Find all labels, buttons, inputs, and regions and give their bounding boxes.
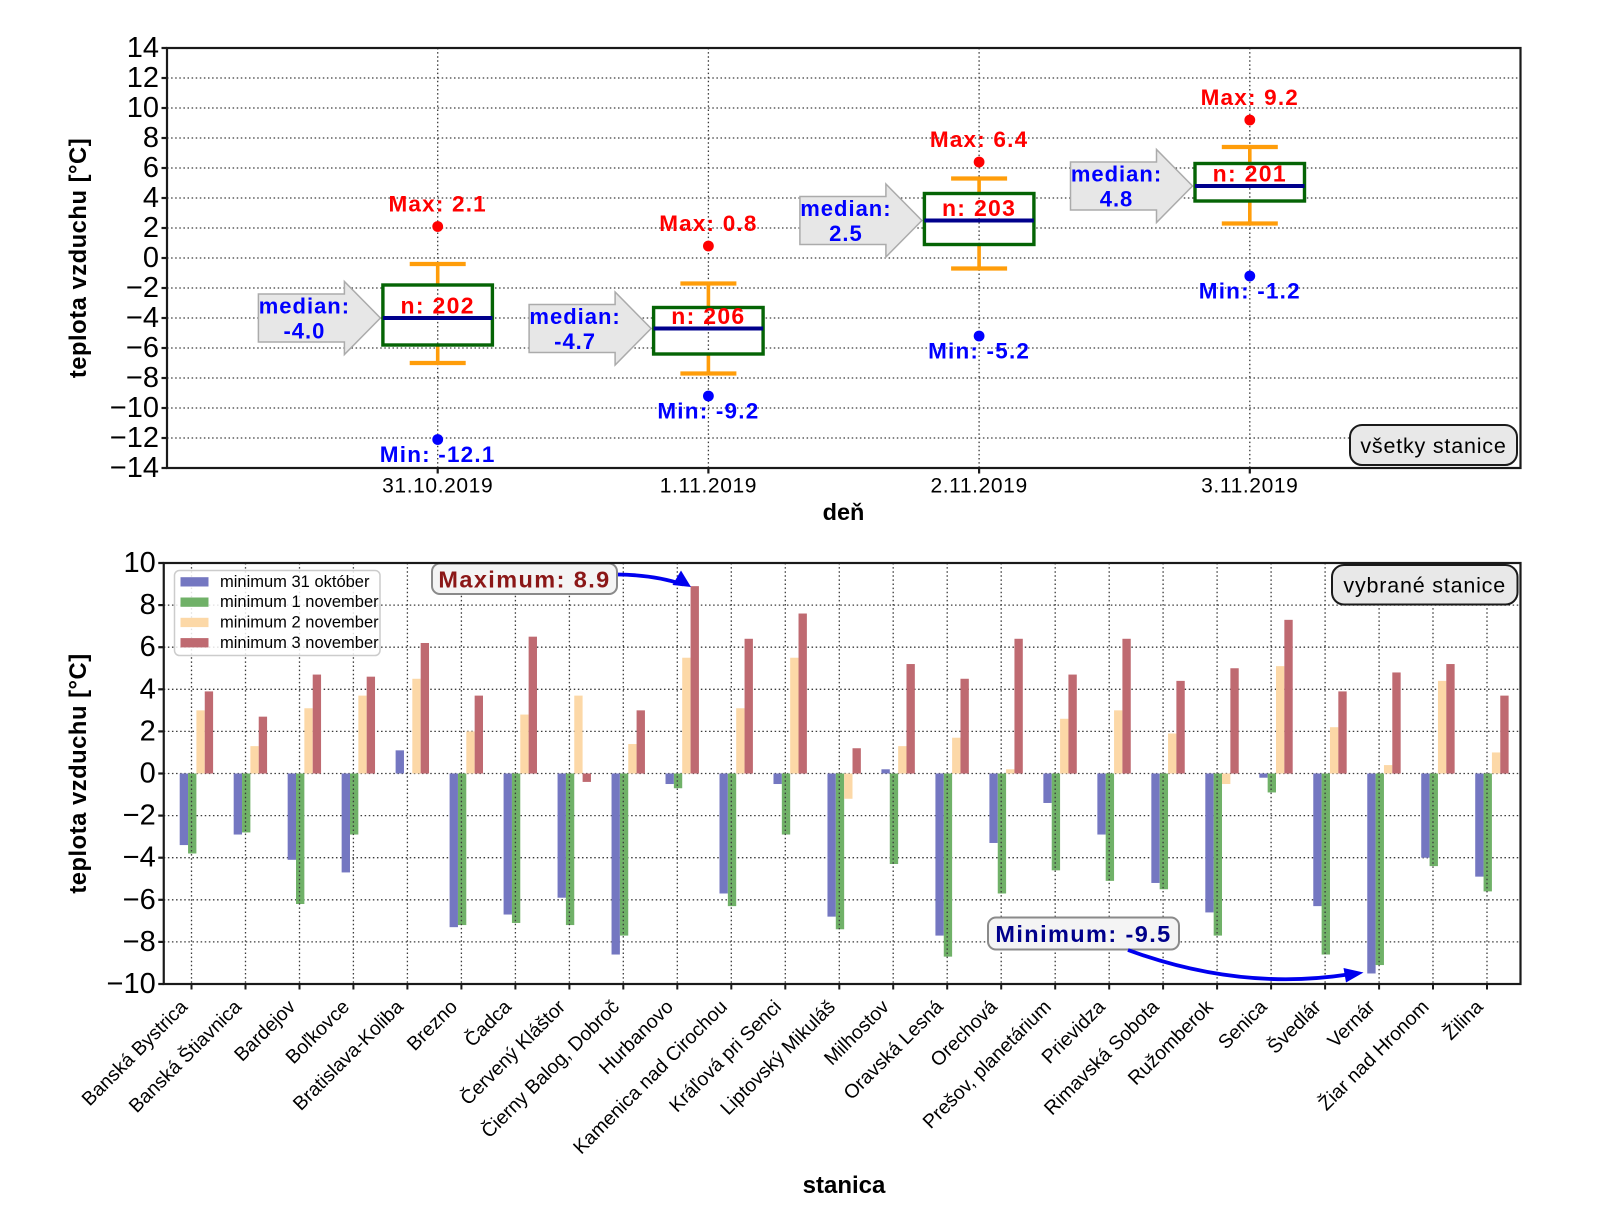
svg-text:2.11.2019: 2.11.2019	[930, 475, 1027, 498]
svg-text:-4.0: -4.0	[283, 318, 325, 343]
svg-text:n: 201: n: 201	[1213, 161, 1287, 187]
svg-text:2: 2	[143, 212, 159, 244]
svg-text:stanica: stanica	[803, 1172, 886, 1199]
svg-text:všetky stanice: všetky stanice	[1360, 434, 1506, 458]
svg-text:median:: median:	[259, 293, 350, 318]
svg-text:minimum 1 november: minimum 1 november	[220, 593, 379, 611]
svg-text:6: 6	[140, 631, 156, 663]
svg-text:2.5: 2.5	[829, 221, 863, 246]
svg-text:Min: -9.2: Min: -9.2	[657, 399, 759, 424]
svg-text:−8: −8	[123, 926, 156, 958]
svg-text:4.8: 4.8	[1100, 186, 1134, 211]
svg-text:−12: −12	[110, 422, 159, 454]
svg-text:Min: -12.1: Min: -12.1	[380, 442, 496, 467]
svg-text:−6: −6	[126, 332, 159, 364]
svg-text:minimum 3 november: minimum 3 november	[220, 634, 379, 652]
svg-text:-4.7: -4.7	[554, 329, 596, 354]
svg-text:deň: deň	[823, 499, 865, 525]
svg-text:Max: 9.2: Max: 9.2	[1201, 85, 1299, 110]
svg-text:−10: −10	[107, 968, 156, 1000]
svg-text:−2: −2	[123, 800, 156, 832]
svg-text:10: 10	[123, 547, 155, 579]
svg-text:6: 6	[143, 152, 159, 184]
svg-text:−2: −2	[126, 272, 159, 304]
svg-text:−10: −10	[110, 392, 159, 424]
svg-text:1.11.2019: 1.11.2019	[660, 475, 757, 498]
svg-text:Max: 2.1: Max: 2.1	[388, 192, 486, 217]
svg-text:4: 4	[140, 673, 156, 705]
svg-text:−14: −14	[110, 452, 159, 484]
svg-text:Min: -5.2: Min: -5.2	[928, 339, 1030, 364]
svg-text:10: 10	[127, 92, 159, 124]
svg-text:vybrané stanice: vybrané stanice	[1343, 574, 1506, 598]
svg-text:Max: 6.4: Max: 6.4	[930, 127, 1028, 152]
svg-text:3.11.2019: 3.11.2019	[1201, 475, 1298, 498]
svg-text:0: 0	[140, 758, 156, 790]
svg-text:−4: −4	[126, 302, 159, 334]
svg-text:teplota vzduchu [°C]: teplota vzduchu [°C]	[65, 138, 92, 378]
svg-text:Min: -1.2: Min: -1.2	[1199, 279, 1301, 304]
svg-text:8: 8	[140, 589, 156, 621]
svg-text:31.10.2019: 31.10.2019	[382, 475, 493, 498]
svg-text:8: 8	[143, 122, 159, 154]
svg-text:−4: −4	[123, 842, 156, 874]
svg-text:4: 4	[143, 182, 159, 214]
svg-text:median:: median:	[529, 304, 620, 329]
svg-text:median:: median:	[800, 196, 891, 221]
svg-text:Max: 0.8: Max: 0.8	[659, 211, 757, 236]
svg-text:Maximum: 8.9: Maximum: 8.9	[438, 567, 610, 593]
svg-text:12: 12	[127, 62, 159, 94]
svg-text:−8: −8	[126, 362, 159, 394]
svg-text:minimum 2 november: minimum 2 november	[220, 614, 379, 632]
svg-text:n: 202: n: 202	[401, 293, 475, 319]
svg-text:n: 206: n: 206	[671, 303, 745, 329]
svg-text:0: 0	[143, 242, 159, 274]
svg-text:minimum 31 október: minimum 31 október	[220, 573, 370, 591]
svg-text:Minimum: -9.5: Minimum: -9.5	[995, 921, 1171, 947]
svg-text:teplota vzduchu [°C]: teplota vzduchu [°C]	[65, 653, 92, 893]
svg-text:14: 14	[127, 32, 159, 64]
svg-text:2: 2	[140, 715, 156, 747]
svg-text:median:: median:	[1071, 161, 1162, 186]
svg-text:n: 203: n: 203	[942, 195, 1016, 221]
svg-text:−6: −6	[123, 884, 156, 916]
